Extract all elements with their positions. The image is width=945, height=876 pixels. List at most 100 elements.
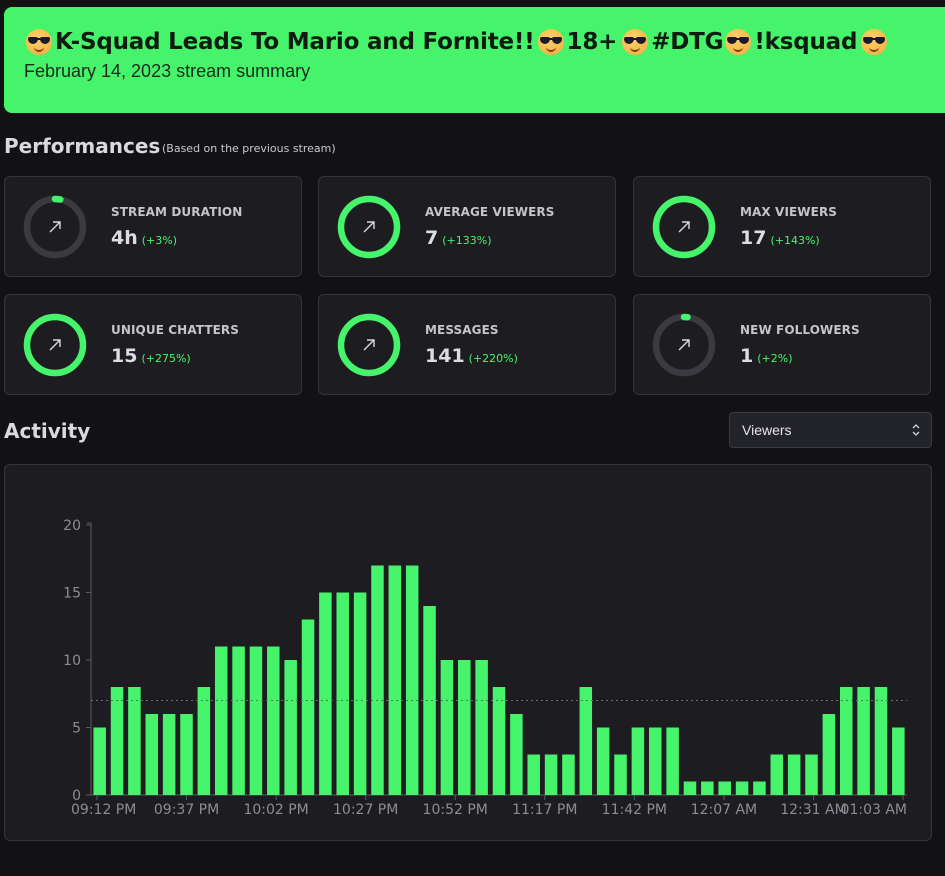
stat-value: 4h (+3%) — [111, 227, 177, 249]
stat-number: 141 — [425, 345, 465, 367]
stat-delta: (+143%) — [770, 234, 820, 247]
stat-delta: (+220%) — [468, 352, 518, 365]
y-tick-label: 5 — [72, 721, 81, 737]
x-tick-label: 10:02 PM — [243, 802, 308, 818]
chart-bar — [423, 606, 436, 795]
metric-select-value: Viewers — [742, 422, 792, 438]
chart-bar — [649, 727, 662, 795]
chart-bar — [718, 781, 731, 795]
chart-bar — [440, 660, 454, 795]
chart-bar — [492, 687, 506, 795]
arrow-up-right-icon — [678, 339, 690, 351]
arrow-up-right-icon — [49, 221, 61, 233]
sunglasses-face-icon — [861, 29, 888, 55]
chart-bar — [284, 660, 297, 795]
activity-heading: Activity — [4, 419, 91, 443]
chart-bar — [458, 660, 471, 795]
stat-value: 141 (+220%) — [425, 345, 518, 367]
chart-bar — [336, 592, 349, 795]
y-tick-label: 15 — [63, 586, 81, 602]
stat-card-messages: MESSAGES 141 (+220%) — [318, 294, 616, 395]
progress-ring — [23, 313, 87, 377]
chart-bar — [735, 781, 749, 795]
stat-card-unique-chatters: UNIQUE CHATTERS 15 (+275%) — [4, 294, 302, 395]
metric-select[interactable]: Viewers — [729, 412, 932, 448]
chart-bar — [93, 727, 106, 795]
performances-note: (Based on the previous stream) — [162, 142, 336, 155]
chart-bar — [596, 727, 610, 795]
stat-label: UNIQUE CHATTERS — [111, 323, 240, 337]
x-tick-label: 01:03 AM — [841, 802, 907, 818]
chart-bar — [753, 781, 766, 795]
sunglasses-face-icon — [622, 29, 649, 55]
chart-bar — [857, 687, 870, 795]
chart-bar — [353, 592, 367, 795]
stat-card-max-viewers: MAX VIEWERS 17 (+143%) — [633, 176, 931, 277]
sunglasses-face-icon — [26, 29, 52, 55]
chart-bar — [666, 727, 679, 795]
chart-bar — [874, 687, 888, 795]
chart-bar — [371, 565, 384, 795]
x-tick-label: 10:27 PM — [333, 802, 398, 818]
stat-card-average-viewers: AVERAGE VIEWERS 7 (+133%) — [318, 176, 616, 277]
stat-delta: (+3%) — [141, 234, 178, 247]
chart-bar — [510, 714, 523, 795]
progress-ring-fill — [652, 313, 716, 377]
progress-ring — [652, 195, 716, 259]
chart-bar — [892, 727, 905, 795]
progress-ring-fill — [23, 195, 87, 259]
chart-bar — [232, 646, 245, 795]
chevron-up-down-icon — [912, 424, 920, 436]
x-tick-label: 12:07 AM — [691, 802, 757, 818]
chart-bar — [128, 687, 141, 795]
chart-bar — [839, 687, 853, 795]
performances-heading: Performances — [4, 134, 161, 158]
chart-bar — [562, 754, 575, 795]
stat-number: 15 — [111, 345, 138, 367]
chart-bar — [319, 592, 332, 795]
progress-ring-fill — [337, 313, 401, 377]
chart-bar — [631, 727, 645, 795]
stat-label: STREAM DURATION — [111, 205, 243, 219]
progress-ring-fill — [652, 195, 716, 259]
sunglasses-face-icon — [725, 29, 752, 55]
progress-ring — [23, 195, 87, 259]
stream-title-part: !ksquad — [754, 29, 858, 55]
stat-delta: (+275%) — [141, 352, 191, 365]
arrow-up-right-icon — [363, 221, 375, 233]
chart-bar — [249, 646, 263, 795]
stream-header-banner: K-Squad Leads To Mario and Fornite!! 18+… — [4, 7, 945, 113]
stat-label: AVERAGE VIEWERS — [425, 205, 555, 219]
x-tick-label: 11:42 PM — [602, 802, 667, 818]
chart-bar — [214, 646, 228, 795]
chart-bar — [110, 687, 124, 795]
chart-bar — [145, 714, 159, 795]
x-tick-label: 12:31 AM — [780, 802, 846, 818]
stat-number: 17 — [740, 227, 767, 249]
stream-date-subtitle: February 14, 2023 stream summary — [24, 61, 311, 81]
arrow-up-right-icon — [363, 339, 375, 351]
progress-ring — [652, 313, 716, 377]
chart-bar — [267, 646, 280, 795]
stat-label: MESSAGES — [425, 323, 499, 337]
chart-bar — [180, 714, 193, 795]
stat-number: 7 — [425, 227, 439, 249]
chart-bar — [770, 754, 784, 795]
stat-value: 1 (+2%) — [740, 345, 793, 367]
x-tick-label: 09:37 PM — [154, 802, 219, 818]
activity-chart-panel: 0 5 10 15 20 09:12 PM 09:37 PM 10:02 PM 10:27 PM… — [4, 464, 932, 841]
stat-delta: (+133%) — [442, 234, 492, 247]
stat-value: 7 (+133%) — [425, 227, 491, 249]
x-tick-label: 11:17 PM — [512, 802, 577, 818]
stat-delta: (+2%) — [757, 352, 793, 365]
chart-bar — [162, 714, 176, 795]
stream-title-part: K-Squad Leads To Mario and Fornite!! — [55, 29, 535, 55]
x-tick-label: 09:12 PM — [71, 802, 136, 818]
chart-bar — [405, 565, 419, 795]
stream-title-part: #DTG — [651, 29, 724, 55]
stat-label: NEW FOLLOWERS — [740, 323, 860, 337]
chart-bar — [683, 781, 697, 795]
y-tick-label: 10 — [63, 653, 81, 669]
chart-bar — [301, 619, 315, 795]
stat-number: 4h — [111, 227, 138, 249]
